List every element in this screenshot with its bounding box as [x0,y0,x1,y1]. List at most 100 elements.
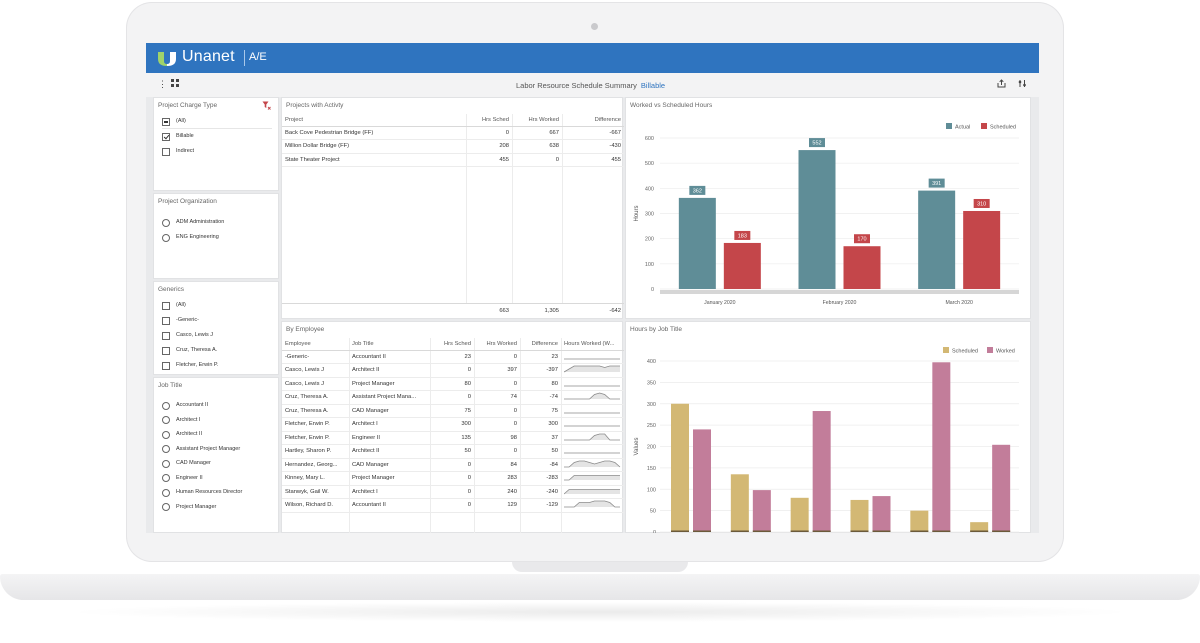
export-icon[interactable] [997,79,1006,90]
bar-worked[interactable] [872,496,891,532]
sparkline-cell [561,458,624,472]
radio-option[interactable]: Accountant II [162,401,208,410]
sparkline-cell [561,431,624,445]
table-row[interactable]: -Generic- Accountant II 23 0 23 [282,350,624,364]
table-row[interactable]: Casco, Lewis J Architect II 0 397 -397 [282,363,624,378]
cell: 0 [430,498,474,513]
bar-worked[interactable] [932,362,951,532]
column-header[interactable]: Employee [282,338,349,351]
table-row[interactable]: Hernandez, Georg... CAD Manager 0 84 -84 [282,458,624,472]
column-header[interactable]: Job Title [349,338,430,351]
column-header[interactable]: Hrs Worked [474,338,520,351]
table-row[interactable]: Back Cove Pedestrian Bridge (FF) 0 667 -… [282,126,624,140]
filter-settings-icon[interactable] [1018,79,1027,90]
bar-scheduled[interactable] [843,246,881,289]
table-row[interactable]: Stanwyk, Gail W. Architect I 0 240 -240 [282,485,624,499]
checkbox-indirect[interactable]: Indirect [162,147,194,156]
table-row[interactable]: State Theater Project 455 0 455 [282,153,624,167]
bar-scheduled[interactable] [963,210,1001,289]
bar-scheduled[interactable] [970,522,989,532]
bar-actual[interactable] [798,150,836,289]
radio-option[interactable]: Architect II [162,430,202,439]
cell: 0 [474,404,520,418]
table-row[interactable]: Million Dollar Bridge (FF) 208 638 -430 [282,139,624,154]
cell: 75 [520,404,561,418]
bar-worked[interactable] [812,411,831,532]
cell: -283 [520,471,561,486]
table-row[interactable]: Fletcher, Erwin P. Engineer II 135 98 37 [282,431,624,445]
cell: 75 [430,404,474,418]
checkbox-billable[interactable]: Billable [162,132,194,141]
table-row[interactable]: Kinney, Mary L. Project Manager 0 283 -283 [282,471,624,486]
bar-worked[interactable] [752,490,771,532]
radio-option[interactable]: CAD Manager [162,459,211,468]
cell: -397 [520,363,561,378]
radio-option[interactable]: Architect I [162,416,200,425]
bar-scheduled[interactable] [910,510,929,532]
bar-scheduled[interactable] [730,474,749,532]
bar-actual[interactable] [918,190,956,289]
sparkline-line [564,460,621,468]
sparkline-area [564,460,620,467]
checkbox-checked-icon [162,132,170,141]
column-header[interactable]: Hours Worked (W... [561,338,624,351]
bar-scheduled[interactable] [790,497,809,532]
panel-title: By Employee [286,326,325,333]
y-tick-label: 300 [645,212,654,218]
radio-option[interactable]: Assistant Project Manager [162,445,240,454]
cell: CAD Manager [349,458,430,472]
checkbox-option[interactable]: Cruz, Theresa A. [162,346,217,355]
column-header[interactable]: Project [282,114,466,127]
data-label: 183 [738,233,747,239]
grid-icon[interactable] [171,79,179,89]
cell: 455 [562,153,624,167]
column-header[interactable]: Hrs Sched [466,114,512,127]
cell: Hernandez, Georg... [282,458,349,472]
cell: 240 [474,485,520,499]
cell: 397 [474,363,520,378]
cell: 129 [474,498,520,513]
radio-option[interactable]: Project Manager [162,503,216,512]
bar-scheduled[interactable] [723,242,761,289]
bar-worked[interactable] [992,444,1011,532]
column-header[interactable]: Difference [562,114,624,127]
radio-option[interactable]: ADM Administration [162,218,224,227]
bar-worked[interactable] [693,429,711,532]
bar-scheduled[interactable] [850,499,869,532]
sparkline-cell [561,417,624,432]
checkbox-option[interactable]: (All) [162,301,186,310]
table-row[interactable]: Cruz, Theresa A. Assistant Project Mana..… [282,390,624,405]
table-row[interactable]: Casco, Lewis J Project Manager 80 0 80 [282,377,624,391]
cell: Cruz, Theresa A. [282,390,349,405]
cell: -129 [520,498,561,513]
table-row[interactable]: Fletcher, Erwin P. Architect I 300 0 300 [282,417,624,432]
more-vertical-icon[interactable]: ⋮ [158,79,167,89]
bar-actual[interactable] [678,197,716,289]
column-header[interactable]: Difference [520,338,561,351]
clear-filter-icon[interactable] [262,101,271,110]
cell: Fletcher, Erwin P. [282,417,349,432]
radio-option[interactable]: Engineer II [162,474,203,483]
bar-baseline [790,530,809,532]
cell: State Theater Project [282,153,466,167]
cell: Accountant II [349,350,430,364]
cell: 0 [430,363,474,378]
sparkline-cell [561,404,624,418]
checkbox-option[interactable]: Fletcher, Erwin P. [162,361,218,370]
checkbox-all[interactable]: (All) [162,117,186,126]
table-row[interactable]: Wilson, Richard D. Accountant II 0 129 -129 [282,498,624,513]
cell: Casco, Lewis J [282,363,349,378]
table-row[interactable]: Hartley, Sharon P. Architect II 50 0 50 [282,444,624,459]
column-header[interactable]: Hrs Sched [430,338,474,351]
camera-dot [591,23,598,30]
bar-scheduled[interactable] [671,403,689,532]
radio-option[interactable]: Human Resources Director [162,488,242,497]
checkbox-option[interactable]: Casco, Lewis J [162,331,213,340]
column-header[interactable]: Hrs Worked [512,114,562,127]
scrollbar[interactable] [660,290,1019,294]
table-row[interactable]: Cruz, Theresa A. CAD Manager 75 0 75 [282,404,624,418]
radio-option[interactable]: ENG Engineering [162,233,219,242]
laptop-shadow [60,602,1140,622]
checkbox-option[interactable]: -Generic- [162,316,199,325]
legend-swatch [946,123,952,129]
